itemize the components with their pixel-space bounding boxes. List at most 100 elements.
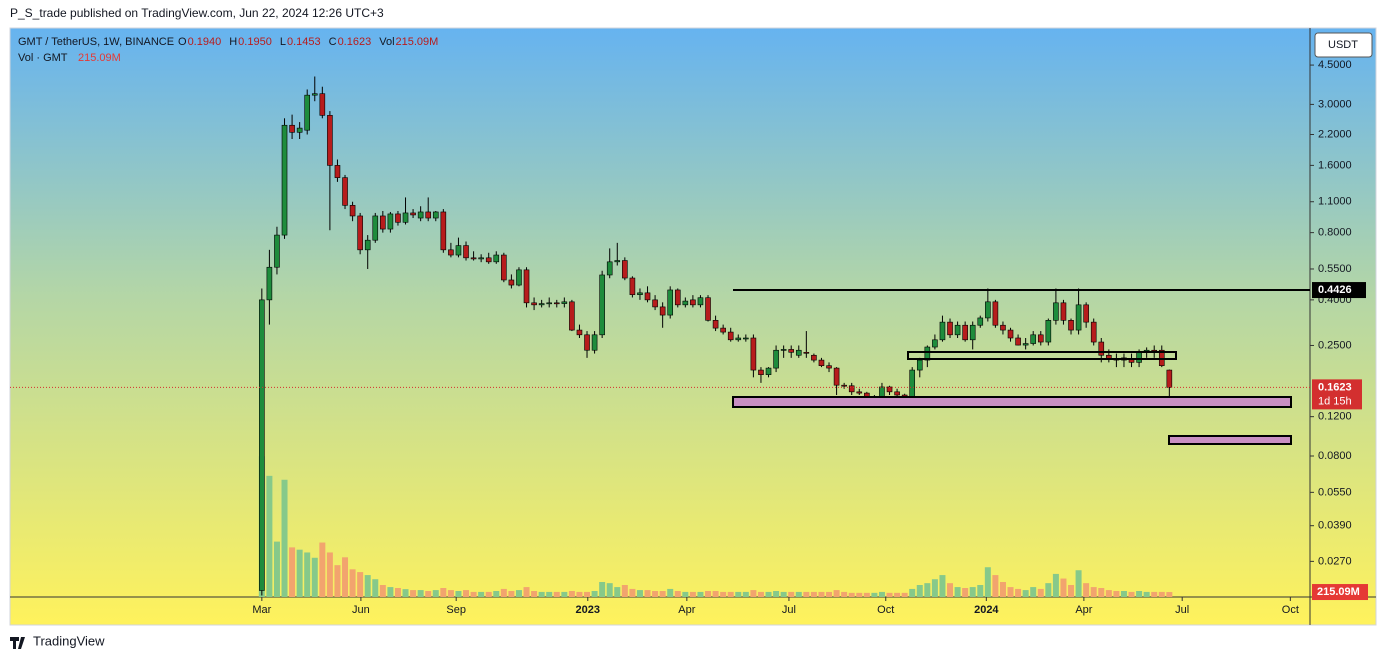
- volume-bar: [402, 589, 409, 597]
- volume-label: Vol · GMT: [18, 52, 68, 64]
- volume-bar: [878, 591, 885, 597]
- candle-body: [614, 260, 621, 263]
- legend-value: 0.1453: [287, 36, 321, 48]
- candle-body: [311, 93, 318, 96]
- candle-body: [546, 302, 553, 305]
- candle-body: [690, 299, 696, 306]
- x-tick-label: Sep: [446, 604, 466, 616]
- candle-body: [735, 337, 742, 341]
- volume-bar: [515, 590, 522, 597]
- volume-bar: [1045, 583, 1052, 597]
- chart-frame: [9, 27, 1377, 626]
- candle-body: [410, 212, 416, 216]
- candle-body: [811, 354, 817, 361]
- candle-body: [274, 234, 280, 268]
- volume-bar: [992, 575, 999, 597]
- volume-bar: [856, 592, 863, 597]
- candle-body: [622, 260, 628, 279]
- candle-body: [894, 391, 900, 396]
- candle-body: [727, 331, 734, 341]
- candle-body: [364, 239, 371, 251]
- candle-body: [501, 254, 507, 281]
- volume-bar: [871, 592, 878, 597]
- volume-bar: [455, 591, 462, 597]
- candle-body: [637, 292, 643, 295]
- currency-button[interactable]: [1314, 32, 1373, 58]
- candle-body: [932, 339, 938, 348]
- volume-bar: [1075, 570, 1082, 597]
- candle-body: [266, 266, 273, 301]
- volume-bar: [357, 572, 364, 597]
- volume-bar: [372, 579, 379, 597]
- volume-bar: [364, 575, 371, 597]
- plot-area: [258, 76, 1173, 597]
- candle-body: [584, 334, 590, 351]
- candle-body: [977, 317, 984, 326]
- candle-body: [569, 301, 575, 331]
- candle-body: [1158, 349, 1165, 366]
- volume-bar: [1007, 587, 1014, 597]
- candle-body: [1015, 337, 1021, 346]
- volume-bar: [705, 591, 712, 597]
- volume-bar: [319, 542, 326, 597]
- volume-bar: [757, 591, 764, 597]
- candle-body: [924, 346, 931, 361]
- support-zone: [732, 396, 1292, 408]
- volume-bar: [939, 575, 946, 597]
- candle-body: [795, 349, 802, 356]
- candle-body: [765, 367, 772, 375]
- candle-body: [879, 386, 885, 397]
- volume-bar: [735, 591, 742, 597]
- candle-body: [750, 337, 757, 371]
- volume-bar: [289, 547, 296, 597]
- volume-bar: [1158, 591, 1165, 597]
- volume-bar: [606, 583, 613, 597]
- candle-body: [463, 245, 469, 259]
- volume-bar: [931, 579, 938, 597]
- candle-body: [1068, 320, 1074, 331]
- volume-bar: [674, 591, 681, 597]
- y-tick-label: 0.1200: [1318, 411, 1352, 423]
- volume-bar: [636, 590, 643, 597]
- volume-bar: [1083, 583, 1090, 597]
- resistance-tag: [1312, 282, 1366, 299]
- candle-body: [281, 124, 288, 236]
- candle-body: [493, 254, 500, 263]
- y-tick-label: 0.0390: [1318, 520, 1352, 532]
- candle-body: [856, 391, 863, 394]
- x-tick-label: Jul: [782, 604, 796, 616]
- volume-bar: [493, 591, 500, 597]
- volume-bar: [720, 591, 727, 597]
- x-tick-label: 2024: [974, 604, 999, 616]
- volume-tag-label: 215.09M: [1317, 586, 1360, 598]
- candle-body: [349, 205, 356, 217]
- volume-bar: [281, 479, 288, 597]
- candle-body: [538, 303, 545, 306]
- x-tick-label: Jun: [352, 604, 370, 616]
- volume-bar: [349, 569, 356, 597]
- candle-body: [508, 279, 515, 286]
- candle-body: [380, 215, 386, 230]
- candle-body: [848, 385, 855, 393]
- volume-bar: [463, 590, 470, 597]
- candle-body: [1037, 334, 1044, 343]
- candle-body: [599, 274, 605, 336]
- candle-body: [773, 349, 779, 369]
- volume-bar: [584, 591, 591, 597]
- candle-body: [553, 302, 560, 305]
- candle-body: [947, 321, 953, 336]
- volume-bar: [1098, 588, 1105, 597]
- volume-bar: [1090, 587, 1097, 597]
- candle-body: [334, 165, 341, 178]
- candle-body: [1030, 334, 1037, 344]
- volume-bar: [894, 592, 901, 597]
- candle-body: [1106, 354, 1112, 359]
- countdown-label: 1d 15h: [1318, 395, 1352, 407]
- volume-bar: [909, 588, 916, 597]
- volume-bar: [417, 590, 424, 597]
- candle-body: [576, 329, 583, 336]
- range-box: [907, 351, 1177, 360]
- volume-bar: [1151, 591, 1158, 597]
- candle-body: [864, 392, 870, 397]
- candle-body: [417, 211, 424, 219]
